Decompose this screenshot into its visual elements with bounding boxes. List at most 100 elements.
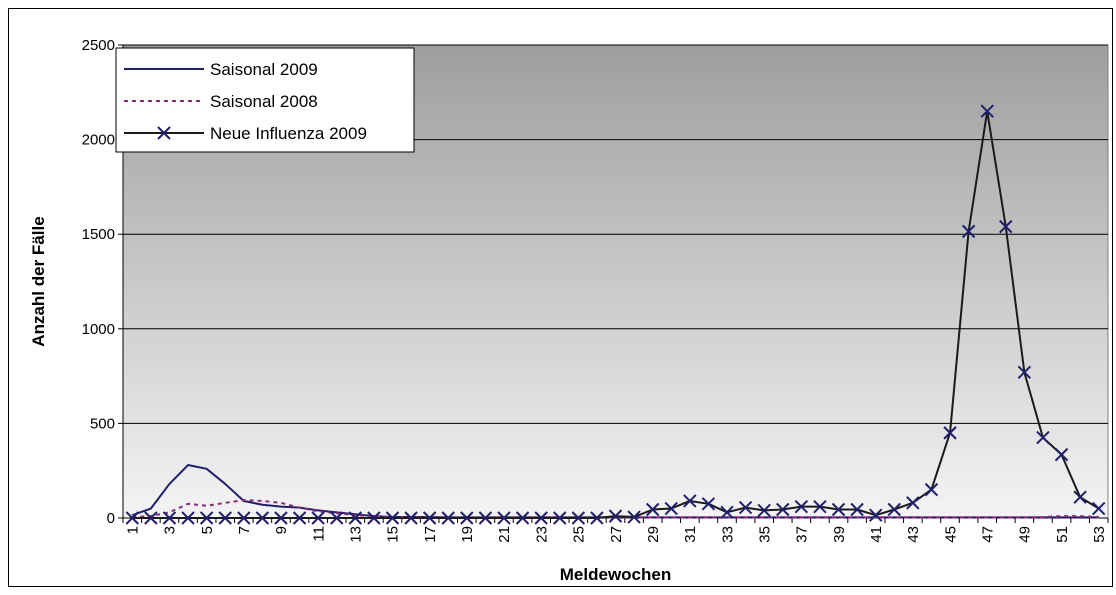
data-point-marker xyxy=(181,511,195,525)
data-point-marker xyxy=(478,511,493,525)
x-tick-label: 3 xyxy=(162,526,179,534)
x-tick-label: 45 xyxy=(942,526,959,543)
legend-item: Saisonal 2009 xyxy=(124,60,318,79)
legend-label: Neue Influenza 2009 xyxy=(210,124,367,143)
marker-stroke xyxy=(776,502,790,517)
marker-stroke xyxy=(906,496,920,510)
data-point-marker xyxy=(534,511,548,525)
marker-stroke xyxy=(645,502,660,517)
marker-stroke xyxy=(385,511,400,525)
x-tick-label: 31 xyxy=(682,526,699,543)
marker-stroke xyxy=(181,511,195,525)
data-point-marker xyxy=(255,511,270,525)
x-tick-label: 13 xyxy=(348,526,365,543)
data-point-marker xyxy=(683,494,697,508)
marker-stroke xyxy=(404,511,418,525)
data-point-marker xyxy=(1092,501,1106,516)
x-tick-label: 33 xyxy=(719,526,736,543)
marker-stroke xyxy=(813,499,827,514)
data-point-marker xyxy=(590,511,604,525)
marker-stroke xyxy=(887,502,901,517)
marker-stroke xyxy=(330,511,344,525)
data-point-marker xyxy=(813,499,827,514)
data-point-marker xyxy=(422,511,437,525)
data-point-marker xyxy=(497,511,511,525)
x-tick-label: 17 xyxy=(422,526,439,543)
marker-stroke xyxy=(162,511,177,525)
marker-stroke xyxy=(720,505,734,520)
data-point-marker xyxy=(757,503,771,518)
x-axis-title: Meldewochen xyxy=(560,565,671,584)
y-tick-label: 1000 xyxy=(82,321,115,338)
data-point-marker xyxy=(701,497,716,511)
x-tick-label: 9 xyxy=(273,526,290,534)
marker-stroke xyxy=(478,511,493,525)
x-tick-label: 21 xyxy=(496,526,513,543)
y-axis-title: Anzahl der Fälle xyxy=(29,216,48,346)
marker-stroke xyxy=(255,511,270,525)
data-point-marker xyxy=(850,502,864,517)
marker-stroke xyxy=(868,508,883,522)
data-point-marker xyxy=(794,499,809,514)
x-tick-label: 15 xyxy=(385,526,402,543)
y-tick-label: 500 xyxy=(90,415,115,432)
data-point-marker xyxy=(274,511,288,525)
marker-stroke xyxy=(664,501,678,516)
x-tick-label: 47 xyxy=(979,526,996,543)
data-point-marker xyxy=(664,501,678,516)
marker-stroke xyxy=(738,500,753,515)
x-tick-label: 5 xyxy=(199,526,216,534)
x-tick-label: 35 xyxy=(756,526,773,543)
marker-stroke xyxy=(627,510,641,524)
data-point-marker xyxy=(776,502,790,517)
marker-stroke xyxy=(441,511,455,525)
data-point-marker xyxy=(385,511,400,525)
marker-stroke xyxy=(1054,447,1069,462)
data-point-marker xyxy=(237,511,251,525)
marker-stroke xyxy=(1036,430,1050,445)
marker-stroke xyxy=(608,509,623,523)
data-point-marker xyxy=(738,500,753,515)
y-tick-label: 2500 xyxy=(82,37,115,54)
data-point-marker xyxy=(627,510,641,524)
marker-stroke xyxy=(999,219,1013,234)
marker-stroke xyxy=(1092,501,1106,516)
data-point-marker xyxy=(144,511,158,525)
x-tick-label: 19 xyxy=(459,526,476,543)
data-point-marker xyxy=(961,224,976,239)
marker-stroke xyxy=(757,503,771,518)
legend-item: Neue Influenza 2009 xyxy=(124,124,367,143)
x-tick-label: 37 xyxy=(794,526,811,543)
marker-stroke xyxy=(961,224,976,239)
y-tick-label: 0 xyxy=(107,510,115,527)
y-tick-label: 1500 xyxy=(82,226,115,243)
marker-stroke xyxy=(199,511,214,525)
data-point-marker xyxy=(906,496,920,510)
marker-stroke xyxy=(144,511,158,525)
data-point-marker xyxy=(1054,447,1069,462)
marker-stroke xyxy=(831,502,846,517)
data-point-marker xyxy=(887,502,901,517)
marker-stroke xyxy=(850,502,864,517)
data-point-marker xyxy=(125,511,139,525)
data-point-marker xyxy=(218,511,232,525)
marker-stroke xyxy=(460,511,474,525)
marker-stroke xyxy=(534,511,548,525)
data-point-marker xyxy=(162,511,177,525)
x-tick-label: 49 xyxy=(1017,526,1034,543)
data-point-marker xyxy=(999,219,1013,234)
data-point-marker xyxy=(608,509,623,523)
series-line xyxy=(132,499,1099,519)
data-point-marker xyxy=(404,511,418,525)
marker-stroke xyxy=(422,511,437,525)
data-point-marker xyxy=(367,511,381,525)
series-layer xyxy=(125,104,1106,525)
x-tick-label: 23 xyxy=(533,526,550,543)
marker-stroke xyxy=(683,494,697,508)
legend-marker xyxy=(157,126,171,140)
marker-stroke xyxy=(794,499,809,514)
legend-label: Saisonal 2009 xyxy=(210,60,318,79)
x-tick-label: 39 xyxy=(831,526,848,543)
data-point-marker xyxy=(553,511,567,525)
marker-stroke xyxy=(367,511,381,525)
